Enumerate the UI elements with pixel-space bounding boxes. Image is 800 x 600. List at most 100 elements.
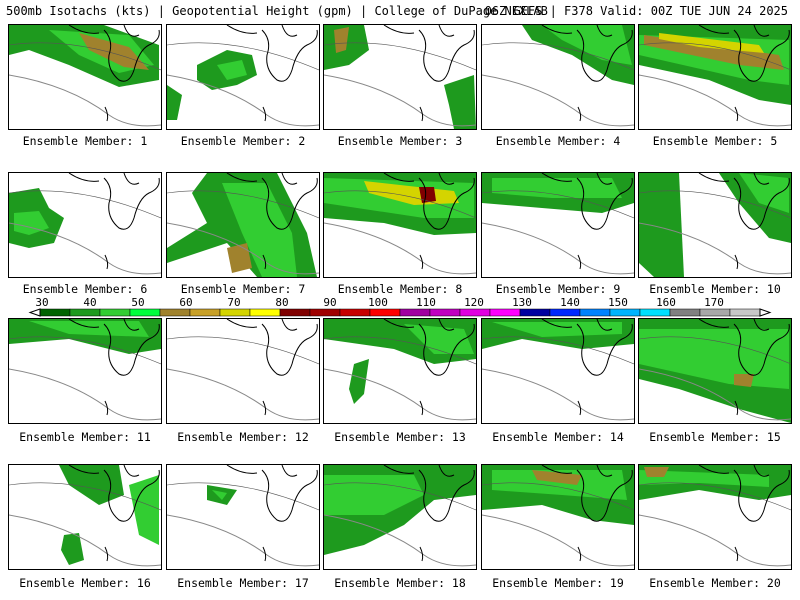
florida-outline xyxy=(577,254,582,270)
ensemble-member-map xyxy=(8,318,162,424)
ensemble-member-map xyxy=(166,172,320,278)
height-contour xyxy=(482,368,634,421)
colorbar-swatch xyxy=(339,308,371,317)
coastline xyxy=(383,319,475,376)
coastline xyxy=(383,465,475,522)
florida-outline xyxy=(734,400,739,416)
ensemble-member-map xyxy=(323,24,477,130)
colorbar-swatch xyxy=(99,308,131,317)
colorbar-swatch xyxy=(489,308,521,317)
florida-outline xyxy=(734,254,739,270)
model-run-label: 06Z GEFS | F378 Valid: 00Z TUE JUN 24 20… xyxy=(484,4,788,18)
height-contour xyxy=(324,190,476,219)
colorbar-label: 150 xyxy=(608,296,628,309)
height-contour xyxy=(482,190,634,219)
colorbar-swatch xyxy=(549,308,581,317)
coastline xyxy=(226,25,318,82)
height-contour xyxy=(639,336,791,365)
ensemble-member-map xyxy=(481,24,635,130)
colorbar-label: 100 xyxy=(368,296,388,309)
florida-outline xyxy=(262,106,267,122)
coastline xyxy=(541,25,633,82)
colorbar-label: 40 xyxy=(83,296,96,309)
colorbar-swatch xyxy=(189,308,221,317)
height-contour xyxy=(482,514,634,567)
member-caption: Ensemble Member: 17 xyxy=(177,576,309,590)
isotach-shading xyxy=(129,475,159,545)
member-caption: Ensemble Member: 13 xyxy=(334,430,466,444)
height-contour xyxy=(324,336,476,365)
florida-outline xyxy=(419,400,424,416)
florida-outline xyxy=(104,106,109,122)
isotach-shading xyxy=(734,374,754,387)
florida-outline xyxy=(262,254,267,270)
colorbar-label: 80 xyxy=(275,296,288,309)
member-caption: Ensemble Member: 16 xyxy=(19,576,151,590)
colorbar-label: 90 xyxy=(323,296,336,309)
colorbar-label: 160 xyxy=(656,296,676,309)
florida-outline xyxy=(419,254,424,270)
colorbar-arrow xyxy=(28,308,41,317)
ensemble-member-map xyxy=(638,318,792,424)
coastline xyxy=(541,173,633,230)
colorbar-label: 170 xyxy=(704,296,724,309)
member-caption: Ensemble Member: 12 xyxy=(177,430,309,444)
isotach-shading xyxy=(739,173,789,213)
coastline xyxy=(226,319,318,376)
member-caption: Ensemble Member: 8 xyxy=(337,282,463,296)
florida-outline xyxy=(262,546,267,562)
colorbar-swatch xyxy=(609,308,641,317)
isotach-shading xyxy=(492,322,622,337)
florida-outline xyxy=(262,400,267,416)
isotach-shading xyxy=(639,173,684,277)
colorbar-label: 70 xyxy=(227,296,240,309)
ensemble-member-map xyxy=(481,172,635,278)
isotach-shading xyxy=(659,33,764,53)
isotach-shading xyxy=(14,211,49,235)
height-contour xyxy=(9,222,161,275)
isotach-shading xyxy=(644,467,669,477)
height-contour xyxy=(639,74,791,127)
colorbar-swatch xyxy=(579,308,611,317)
ensemble-member-map xyxy=(166,318,320,424)
height-contour xyxy=(167,42,319,71)
ensemble-member-map xyxy=(323,172,477,278)
height-contour xyxy=(324,74,476,127)
height-contour xyxy=(324,42,476,71)
height-contour xyxy=(324,514,476,567)
colorbar-swatch xyxy=(249,308,281,317)
ensemble-member-map xyxy=(481,318,635,424)
colorbar-swatch xyxy=(39,308,71,317)
member-caption: Ensemble Member: 3 xyxy=(337,134,463,148)
height-contour xyxy=(167,222,319,275)
colorbar-swatch xyxy=(369,308,401,317)
member-caption: Ensemble Member: 11 xyxy=(19,430,151,444)
member-caption: Ensemble Member: 5 xyxy=(652,134,778,148)
colorbar-label: 120 xyxy=(464,296,484,309)
height-contour xyxy=(9,74,161,127)
height-contour xyxy=(9,190,161,219)
isotach-shading xyxy=(324,475,424,515)
isotach-shading xyxy=(61,533,84,565)
height-contour xyxy=(639,42,791,71)
colorbar-swatch xyxy=(429,308,461,317)
colorbar-label: 50 xyxy=(131,296,144,309)
isotach-shading xyxy=(334,27,349,53)
ensemble-member-map xyxy=(638,24,792,130)
coastline xyxy=(68,465,160,522)
ensemble-member-map xyxy=(638,172,792,278)
florida-outline xyxy=(577,546,582,562)
isotach-shading xyxy=(212,490,227,500)
height-contour xyxy=(324,222,476,275)
colorbar-arrow xyxy=(759,308,772,317)
coastline xyxy=(541,319,633,376)
colorbar-swatch xyxy=(669,308,701,317)
member-caption: Ensemble Member: 7 xyxy=(180,282,306,296)
height-contour xyxy=(639,190,791,219)
height-contour xyxy=(639,514,791,567)
ensemble-member-map xyxy=(323,464,477,570)
florida-outline xyxy=(104,254,109,270)
height-contour xyxy=(167,190,319,219)
height-contour xyxy=(639,482,791,511)
isotach-shading xyxy=(444,75,476,129)
